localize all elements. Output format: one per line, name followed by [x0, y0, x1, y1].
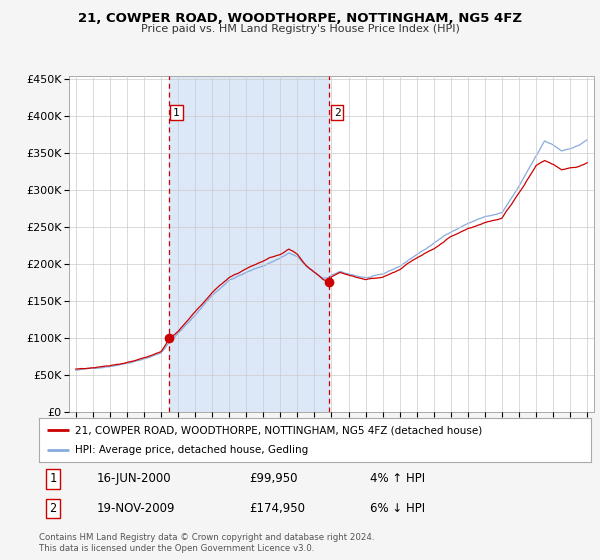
Text: 1: 1 — [173, 108, 180, 118]
Text: 4% ↑ HPI: 4% ↑ HPI — [370, 473, 425, 486]
Text: 2: 2 — [49, 502, 56, 515]
Text: 21, COWPER ROAD, WOODTHORPE, NOTTINGHAM, NG5 4FZ: 21, COWPER ROAD, WOODTHORPE, NOTTINGHAM,… — [78, 12, 522, 25]
Bar — [169, 76, 329, 412]
Text: 2: 2 — [334, 108, 340, 118]
Text: £99,950: £99,950 — [249, 473, 297, 486]
Text: 19-NOV-2009: 19-NOV-2009 — [97, 502, 175, 515]
Text: Price paid vs. HM Land Registry's House Price Index (HPI): Price paid vs. HM Land Registry's House … — [140, 24, 460, 34]
Text: Contains HM Land Registry data © Crown copyright and database right 2024.
This d: Contains HM Land Registry data © Crown c… — [39, 533, 374, 553]
Text: £174,950: £174,950 — [249, 502, 305, 515]
Text: 16-JUN-2000: 16-JUN-2000 — [97, 473, 172, 486]
Text: 1: 1 — [49, 473, 56, 486]
Text: 21, COWPER ROAD, WOODTHORPE, NOTTINGHAM, NG5 4FZ (detached house): 21, COWPER ROAD, WOODTHORPE, NOTTINGHAM,… — [75, 425, 482, 435]
Text: 6% ↓ HPI: 6% ↓ HPI — [370, 502, 425, 515]
Text: HPI: Average price, detached house, Gedling: HPI: Average price, detached house, Gedl… — [75, 445, 308, 455]
